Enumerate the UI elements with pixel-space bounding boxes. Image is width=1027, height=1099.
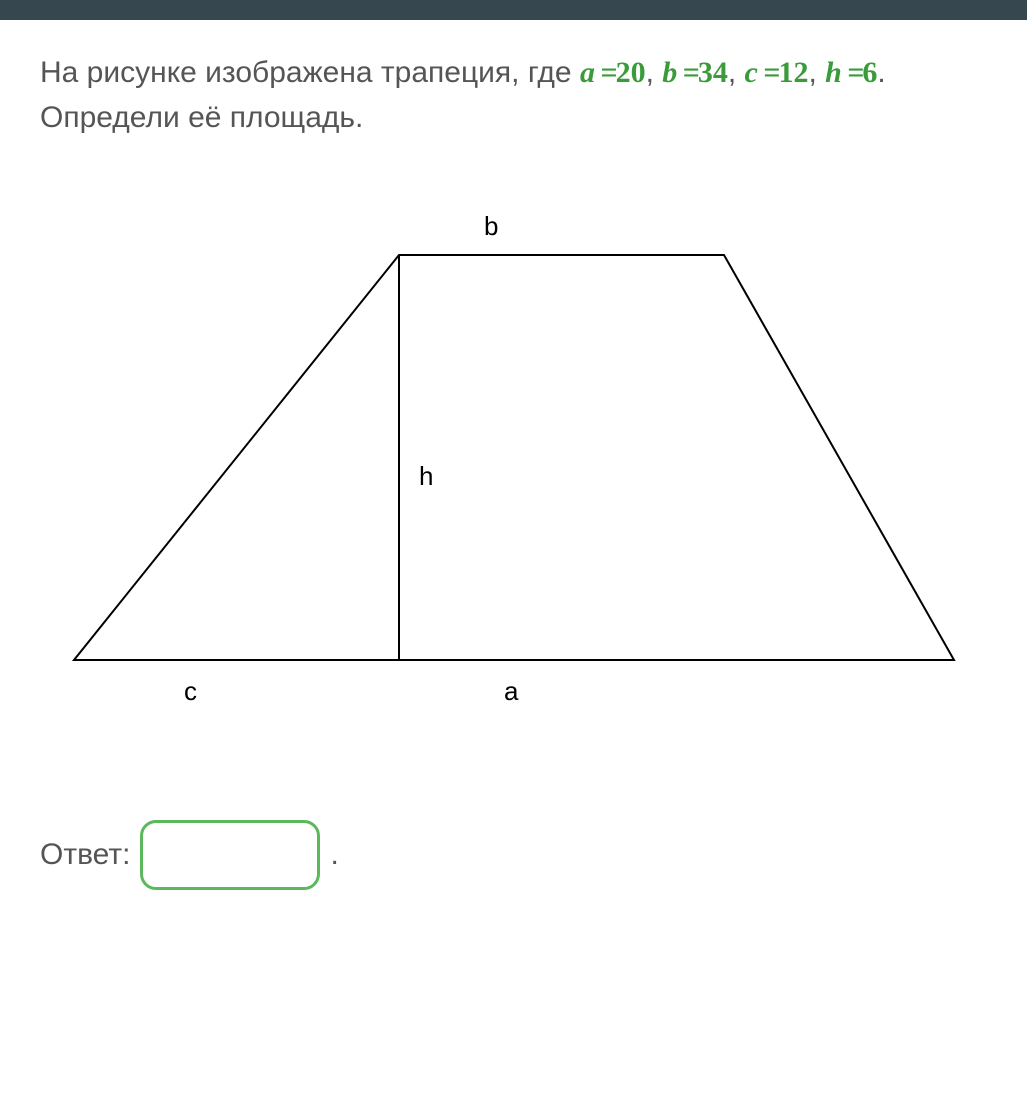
diagram-label-a: a (504, 676, 519, 706)
answer-period: . (330, 838, 338, 872)
val-h: 6 (862, 56, 877, 89)
diagram-label-c: c (184, 676, 197, 706)
var-h: h (825, 56, 842, 89)
eq-h: = (842, 56, 863, 89)
val-a: 20 (616, 56, 646, 89)
answer-input[interactable] (140, 820, 320, 890)
problem-text-part-2: , (646, 56, 663, 89)
diagram-label-b: b (484, 211, 498, 241)
eq-b: = (677, 56, 698, 89)
diagram-container: b h c a (40, 180, 987, 780)
problem-text-part-3: , (728, 56, 745, 89)
problem-text-part-1: На рисунке изображена трапеция, где (40, 56, 580, 89)
content-area: На рисунке изображена трапеция, где a =2… (0, 20, 1027, 920)
answer-label: Ответ: (40, 838, 130, 872)
eq-c: = (758, 56, 779, 89)
diagram-label-h: h (419, 461, 433, 491)
trapezoid-outline (74, 255, 954, 660)
val-c: 12 (778, 56, 808, 89)
var-c: c (745, 56, 758, 89)
eq-a: = (595, 56, 616, 89)
var-a: a (580, 56, 595, 89)
trapezoid-diagram: b h c a (54, 200, 974, 720)
var-b: b (662, 56, 677, 89)
answer-row: Ответ: . (40, 820, 987, 890)
top-bar (0, 0, 1027, 20)
problem-text-part-4: , (808, 56, 825, 89)
problem-statement: На рисунке изображена трапеция, где a =2… (40, 50, 987, 140)
val-b: 34 (698, 56, 728, 89)
